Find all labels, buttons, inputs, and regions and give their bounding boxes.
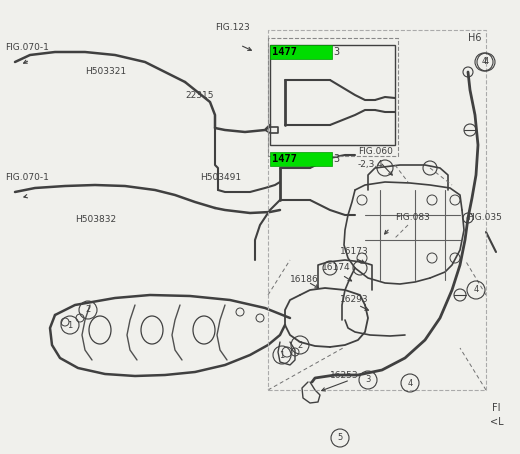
FancyBboxPatch shape — [270, 152, 332, 166]
Text: 4: 4 — [407, 379, 413, 388]
Text: FIG.070-1: FIG.070-1 — [5, 173, 49, 183]
Text: 3: 3 — [333, 47, 339, 57]
Text: 16253: 16253 — [330, 370, 359, 380]
Text: 3: 3 — [333, 154, 339, 164]
Text: 16174: 16174 — [322, 263, 350, 272]
Text: 1477: 1477 — [272, 154, 297, 164]
Text: 2: 2 — [297, 340, 303, 350]
Text: 4: 4 — [473, 286, 478, 295]
Text: 1: 1 — [279, 350, 284, 360]
Text: 2: 2 — [85, 306, 90, 315]
Text: 5: 5 — [337, 434, 343, 443]
Text: 1477: 1477 — [272, 47, 297, 57]
Text: 4: 4 — [482, 58, 487, 66]
Text: H503321: H503321 — [85, 68, 126, 77]
Text: FI: FI — [492, 403, 500, 413]
Text: H6: H6 — [468, 33, 482, 43]
Text: 3: 3 — [366, 375, 371, 385]
Text: <L: <L — [490, 417, 504, 427]
Text: FIG.060: FIG.060 — [358, 148, 393, 157]
Text: 1: 1 — [68, 321, 73, 330]
Text: 16173: 16173 — [340, 247, 369, 257]
Text: H503491: H503491 — [200, 173, 241, 183]
Text: FIG.070-1: FIG.070-1 — [5, 44, 49, 53]
Text: 4: 4 — [484, 58, 489, 66]
Text: -2,3,4: -2,3,4 — [358, 161, 384, 169]
Text: 16186: 16186 — [290, 276, 319, 285]
FancyBboxPatch shape — [270, 45, 332, 59]
Text: FIG.083: FIG.083 — [395, 213, 430, 222]
Text: 22315: 22315 — [185, 90, 214, 99]
Text: FIG.123: FIG.123 — [215, 24, 250, 33]
Text: FIG.035: FIG.035 — [467, 213, 502, 222]
Text: 16293: 16293 — [340, 296, 369, 305]
Text: H503832: H503832 — [75, 216, 116, 224]
